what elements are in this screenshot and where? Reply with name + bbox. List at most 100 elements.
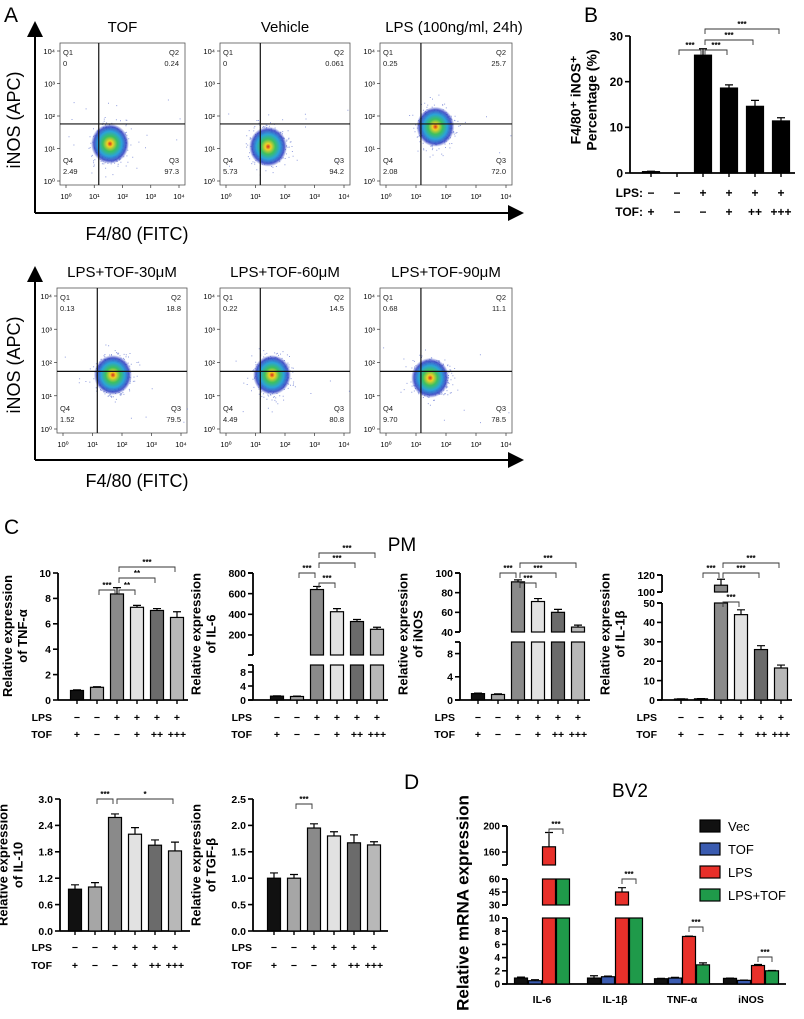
condition-sign: ++ <box>149 960 161 972</box>
quadrant-q3-value: 80.8 <box>329 415 344 424</box>
bar <box>773 667 789 701</box>
condition-sign: − <box>72 942 78 954</box>
condition-sign: + <box>751 186 758 200</box>
y-tick-label: 10² <box>204 359 215 368</box>
bar <box>167 850 183 932</box>
y-tick-label: 10² <box>44 112 55 121</box>
y-axis-label: iNOS (APC) <box>4 71 24 168</box>
significance-bracket <box>702 572 720 578</box>
bar <box>369 628 385 656</box>
error-bar <box>370 841 378 845</box>
legend-item: LPS+TOF <box>699 888 786 903</box>
bar <box>149 609 165 701</box>
condition-sign: − <box>698 729 704 741</box>
y-tick-label: 10⁰ <box>364 177 375 186</box>
error-bar <box>554 608 562 613</box>
density-cluster <box>411 357 450 398</box>
bar <box>750 964 766 985</box>
y-tick-label: 1.0 <box>231 873 246 885</box>
condition-sign: + <box>374 712 380 724</box>
category-label: iNOS <box>738 994 764 1006</box>
condition-label: TOF <box>231 960 252 972</box>
plot-frame <box>59 42 186 186</box>
error-bar <box>604 975 612 977</box>
bar <box>570 641 586 701</box>
bar <box>713 602 729 701</box>
bar <box>695 964 711 985</box>
error-bar <box>717 578 725 586</box>
condition-sign: + <box>172 942 178 954</box>
error-bar <box>173 611 181 618</box>
y-tick-label: 120 <box>637 570 655 582</box>
y-tick-label: 10⁰ <box>364 425 375 434</box>
y-tick-label: 10⁴ <box>203 47 215 56</box>
bar <box>286 877 302 932</box>
condition-label: TOF <box>31 960 52 972</box>
bar <box>541 917 557 985</box>
y-tick-label: 10¹ <box>41 392 52 401</box>
condition-sign: + <box>678 729 684 741</box>
y-tick-label: 10³ <box>41 325 52 334</box>
quadrant-q3-value: 97.3 <box>164 167 179 176</box>
y-tick-label: 10⁴ <box>363 292 375 301</box>
x-tick-label: 10¹ <box>411 192 422 201</box>
significance-label: *** <box>760 948 770 957</box>
chart-tgfb: 0.0 0.5 1.0 1.5 2.0 2.5 Relative expression of … <box>189 794 388 972</box>
bar <box>147 844 163 932</box>
condition-sign: +++ <box>368 729 386 741</box>
condition-sign: − <box>699 205 706 219</box>
quadrant-q1-name: Q1 <box>383 293 393 302</box>
bar <box>349 664 365 701</box>
bar <box>764 970 780 985</box>
significance-bracket <box>96 798 114 804</box>
bar <box>470 693 486 701</box>
quadrant-q4-value: 4.49 <box>223 415 238 424</box>
significance-bracket <box>704 39 754 45</box>
quadrant-q2-value: 18.8 <box>166 304 181 313</box>
y-tick-label: 10³ <box>364 80 375 89</box>
y-tick-label: 10³ <box>204 325 215 334</box>
panel-c-title: PM <box>388 535 417 556</box>
condition-sign: − <box>74 712 80 724</box>
bar <box>570 626 586 633</box>
y-tick-label: 40 <box>441 627 453 639</box>
bar <box>745 105 765 174</box>
quadrant-q1-value: 0.25 <box>383 59 398 68</box>
error-bar <box>290 873 298 879</box>
condition-sign: + <box>174 712 180 724</box>
bar <box>541 846 557 866</box>
bar <box>329 611 345 656</box>
bar <box>326 835 342 932</box>
bar <box>266 877 282 932</box>
y-tick-label: 50 <box>643 598 655 610</box>
y-axis-label: F4/80⁺ iNOS⁺ <box>568 56 584 145</box>
condition-sign: + <box>515 712 521 724</box>
legend-item: LPS <box>699 865 753 880</box>
significance-bracket <box>722 601 740 607</box>
quadrant-q2-value: 25.7 <box>491 59 506 68</box>
x-tick-label: 10³ <box>146 440 157 449</box>
error-bar <box>545 831 553 847</box>
y-axis-label: Relative expression <box>189 573 204 695</box>
significance-bracket <box>519 582 537 588</box>
x-tick-label: 10³ <box>309 192 320 201</box>
legend-swatch <box>699 888 721 902</box>
density-cluster <box>249 126 288 167</box>
y-axis-label: Relative expression <box>396 573 411 695</box>
condition-sign: + <box>334 729 340 741</box>
error-bar <box>333 608 341 612</box>
significance-label: *** <box>624 870 634 879</box>
significance-label: *** <box>299 795 309 804</box>
y-tick-label: 60 <box>489 875 501 886</box>
panel-label-c: C <box>4 516 19 539</box>
significance-label: *** <box>543 554 553 563</box>
error-bar <box>699 48 707 56</box>
x-tick-label: 10² <box>280 440 291 449</box>
quadrant-q4-name: Q4 <box>63 156 73 165</box>
significance-label: *** <box>737 20 747 29</box>
quadrant-q3-name: Q3 <box>169 156 179 165</box>
quadrant-q3-name: Q3 <box>496 156 506 165</box>
condition-sign: − <box>647 186 654 200</box>
significance-bracket <box>98 589 116 595</box>
condition-sign: + <box>738 712 744 724</box>
